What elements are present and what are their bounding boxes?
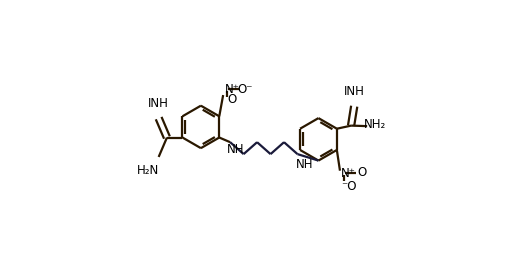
Text: N⁺: N⁺ — [224, 83, 239, 96]
Text: INH: INH — [148, 97, 169, 110]
Text: O: O — [357, 166, 367, 179]
Text: INH: INH — [344, 85, 365, 98]
Text: NH: NH — [296, 158, 314, 171]
Text: O: O — [227, 93, 236, 106]
Text: NH: NH — [227, 143, 245, 156]
Text: H₂N: H₂N — [137, 164, 159, 177]
Text: O⁻: O⁻ — [238, 83, 253, 96]
Text: NH₂: NH₂ — [364, 118, 387, 131]
Text: N⁺: N⁺ — [341, 167, 356, 180]
Text: ⁻O: ⁻O — [341, 180, 356, 193]
